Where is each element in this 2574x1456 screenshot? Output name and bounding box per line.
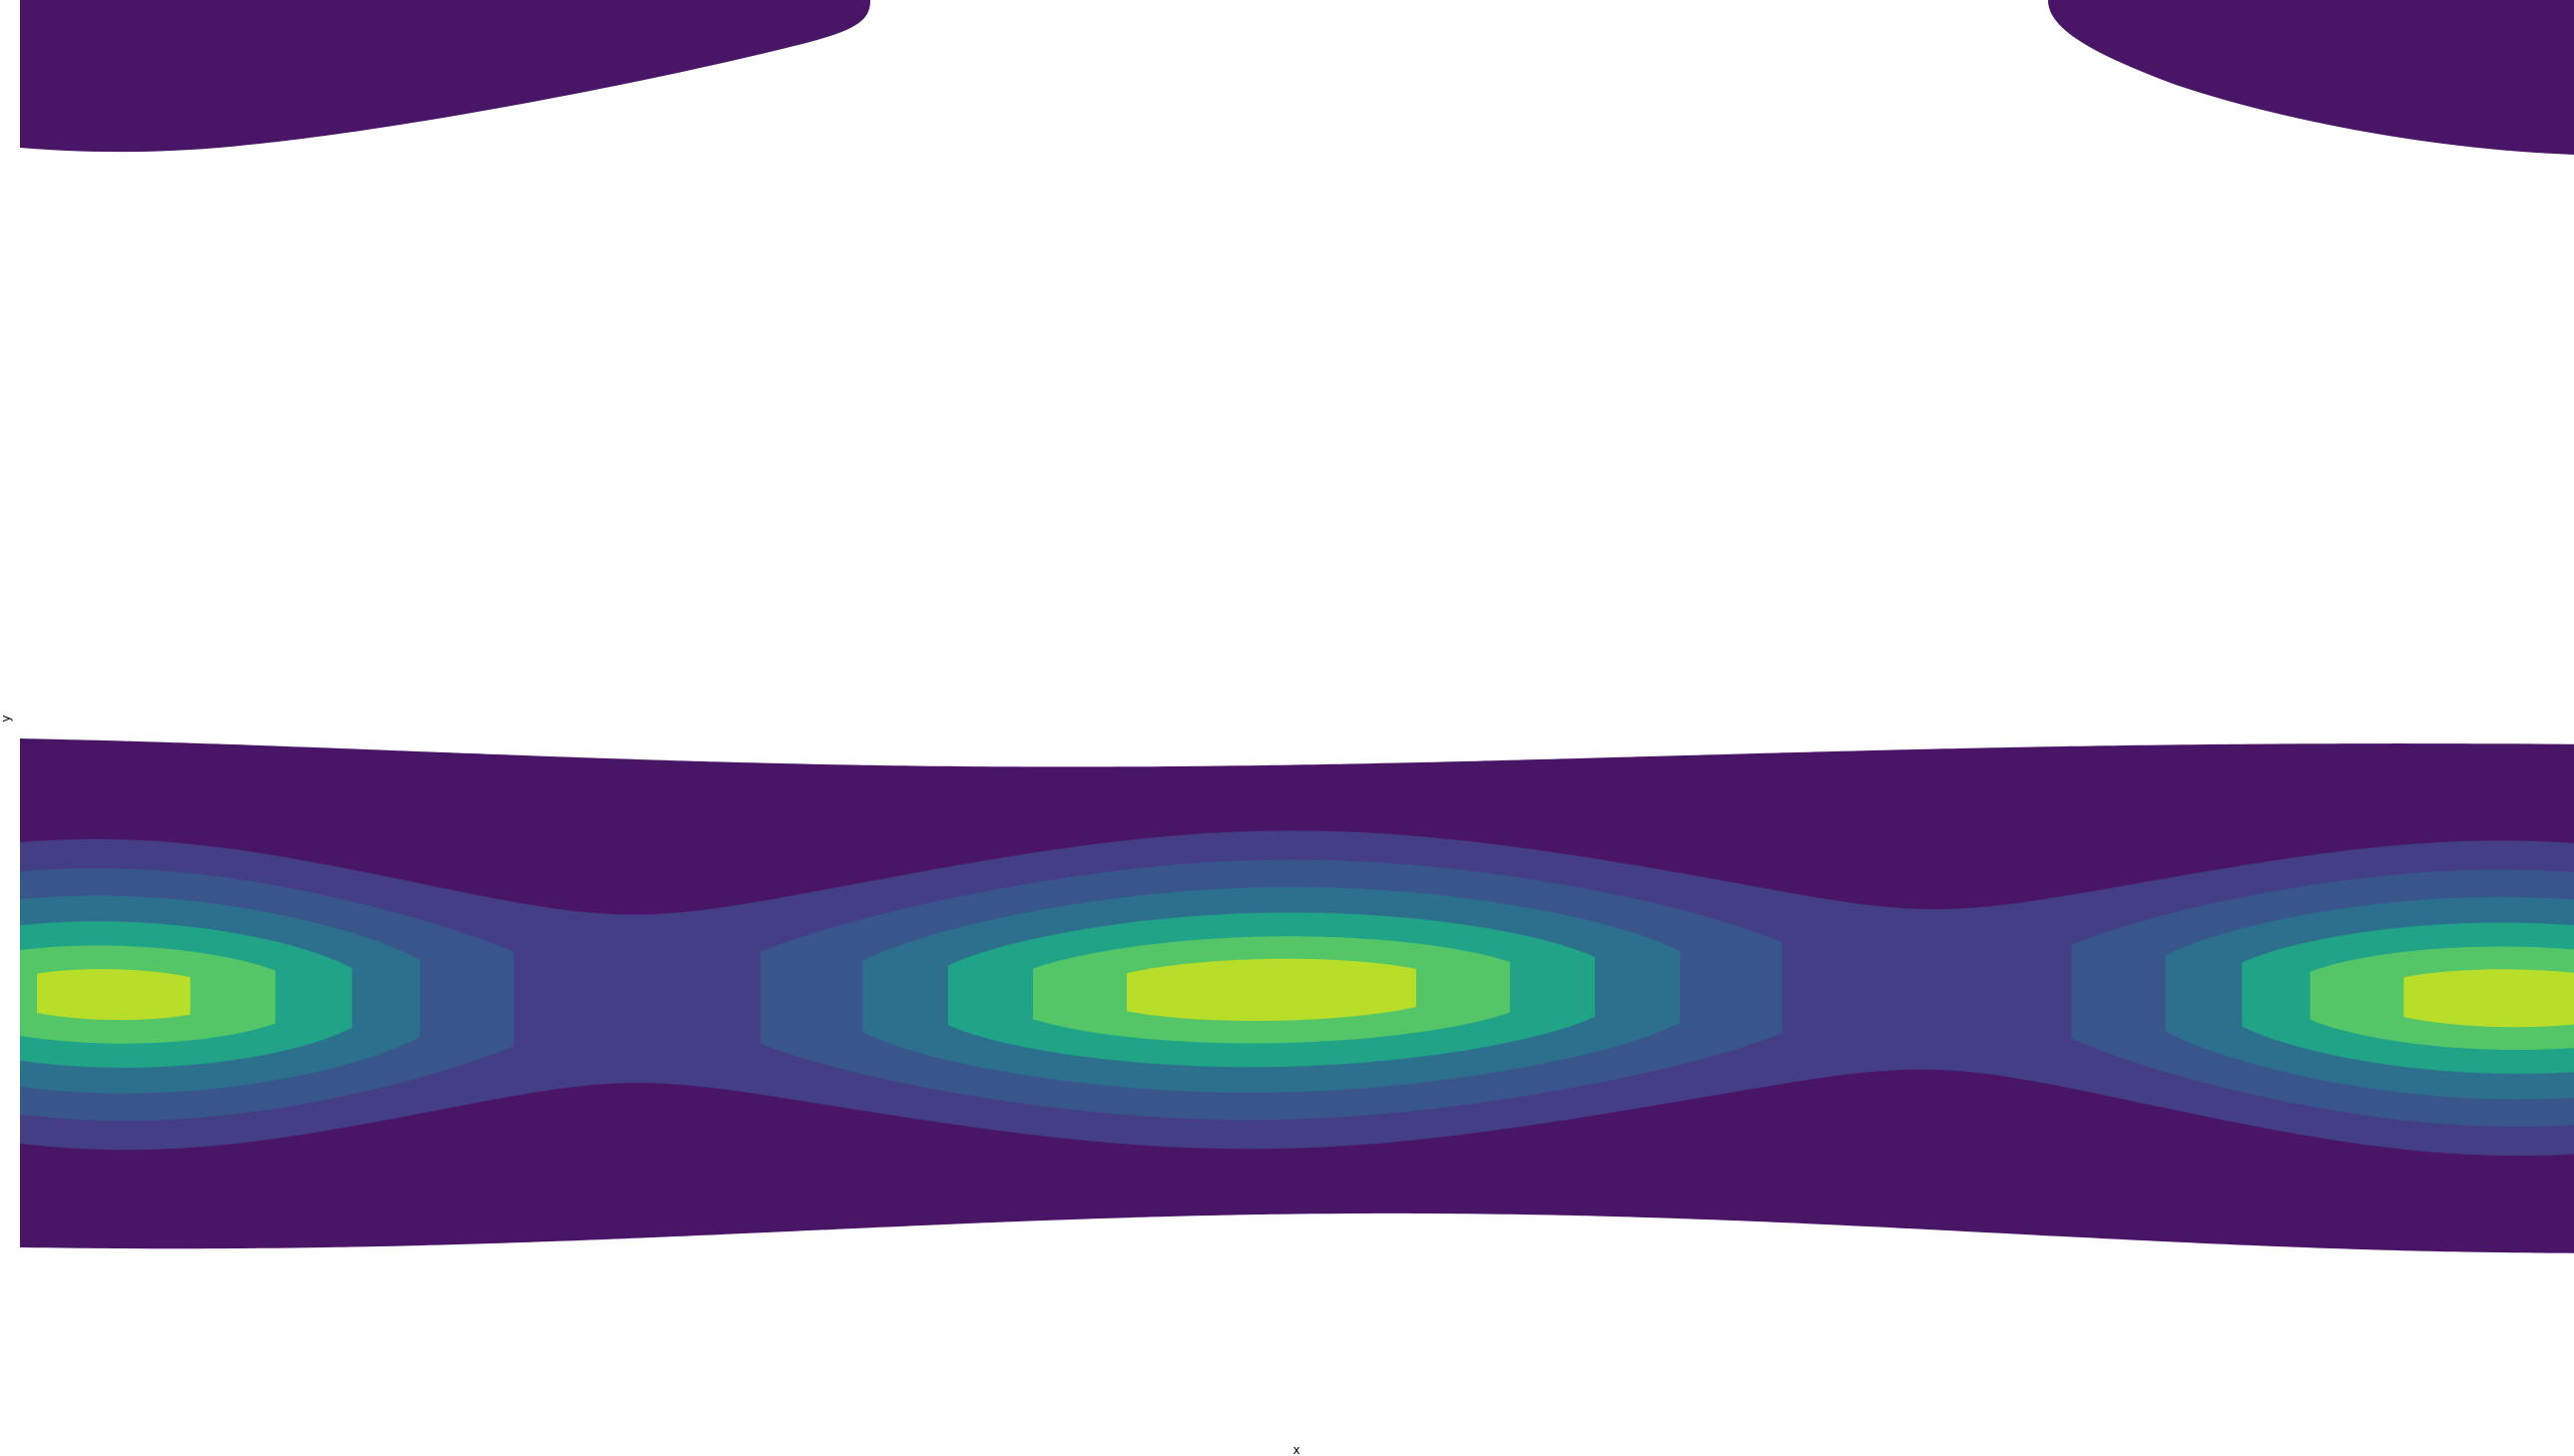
contour-level-7-region-1: [37, 969, 191, 1020]
x-axis-label: x: [1292, 1443, 1299, 1456]
y-axis-label: y: [0, 715, 13, 722]
contour-level-7-region-2: [1127, 959, 1416, 1021]
contour-level-7-region-3: [2403, 969, 2574, 1027]
